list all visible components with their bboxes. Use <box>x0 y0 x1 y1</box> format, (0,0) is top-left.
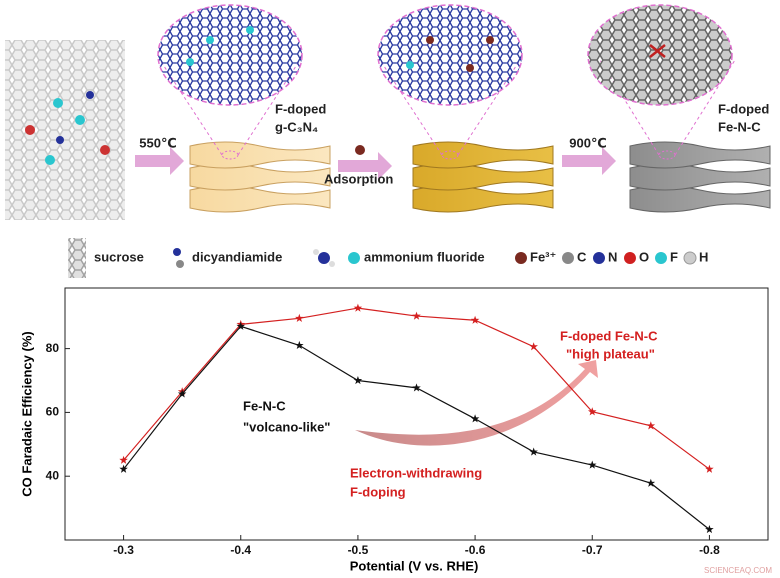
x-tick-label: -0.4 <box>230 543 251 557</box>
x-tick-label: -0.3 <box>113 543 134 557</box>
sheet-stack <box>157 4 331 213</box>
trend-arrow <box>355 360 598 446</box>
data-point <box>470 414 480 423</box>
data-point <box>295 313 304 322</box>
step-label: Adsorption <box>324 171 393 186</box>
data-point <box>529 447 538 456</box>
arrow <box>135 147 184 175</box>
y-tick-label: 60 <box>46 405 60 419</box>
x-axis-label: Potential (V vs. RHE) <box>350 558 479 573</box>
sheet-stack <box>377 4 554 213</box>
data-point <box>295 340 304 350</box>
data-point <box>119 455 128 464</box>
x-tick-label: -0.5 <box>348 543 369 557</box>
data-point <box>646 478 656 487</box>
data-point <box>587 407 597 416</box>
data-point <box>119 464 128 473</box>
plot-frame <box>64 287 769 541</box>
data-point <box>705 464 714 473</box>
legend-label: dicyandiamide <box>192 249 282 264</box>
data-point <box>177 389 187 398</box>
product-label: Fe-N-C <box>718 119 761 134</box>
data-point <box>470 315 480 324</box>
arrow <box>562 147 616 175</box>
x-tick-label: -0.6 <box>465 543 486 557</box>
product-label: F-doped <box>275 101 326 116</box>
legend-label: C <box>577 249 587 264</box>
legend-label: N <box>608 249 617 264</box>
product-label: g-C₃N₄ <box>275 119 318 134</box>
annotation: F-doping <box>350 484 406 499</box>
legend-label: Fe³⁺ <box>530 249 556 264</box>
y-tick-label: 40 <box>46 468 60 482</box>
step-label: 550℃ <box>139 135 176 150</box>
legend-label: F <box>670 249 678 264</box>
chart: Potential (V vs. RHE) CO Faradaic Effici… <box>19 287 772 575</box>
legend-label: H <box>699 249 708 264</box>
annotation: "volcano-like" <box>243 419 330 434</box>
annotation: Electron-withdrawing <box>350 465 482 480</box>
watermark: SCIENCEAQ.COM <box>704 566 772 575</box>
x-tick-label: -0.7 <box>582 543 603 557</box>
series-label: F-doped Fe-N-C <box>560 328 658 343</box>
data-point <box>236 321 246 330</box>
data-point <box>412 311 421 320</box>
annotation: "high plateau" <box>566 346 655 361</box>
data-point <box>529 342 538 351</box>
legend-label: O <box>639 249 649 264</box>
y-axis-label: CO Faradaic Efficiency (%) <box>19 331 34 496</box>
x-tick-label: -0.8 <box>699 543 720 557</box>
y-tick-label: 80 <box>46 341 60 355</box>
data-point <box>353 303 363 312</box>
data-point <box>705 524 714 534</box>
precursor-molecules <box>5 40 125 220</box>
atom-legend: sucrose dicyandiamide ammonium fluoride … <box>68 238 708 278</box>
series-label: Fe-N-C <box>243 398 286 413</box>
schematic: 550℃ F-doped g-C₃N₄ Adsorption 900℃ <box>5 4 771 278</box>
legend-label: sucrose <box>94 249 144 264</box>
step-label: 900℃ <box>569 135 606 150</box>
legend-label: ammonium fluoride <box>364 249 485 264</box>
data-point <box>646 421 656 430</box>
data-point <box>587 460 597 469</box>
sheet-stack <box>587 4 771 213</box>
product-label: F-doped <box>718 101 769 116</box>
fe-ion <box>355 145 365 155</box>
arrow <box>338 152 392 180</box>
data-point <box>412 383 421 392</box>
data-point <box>353 376 363 385</box>
